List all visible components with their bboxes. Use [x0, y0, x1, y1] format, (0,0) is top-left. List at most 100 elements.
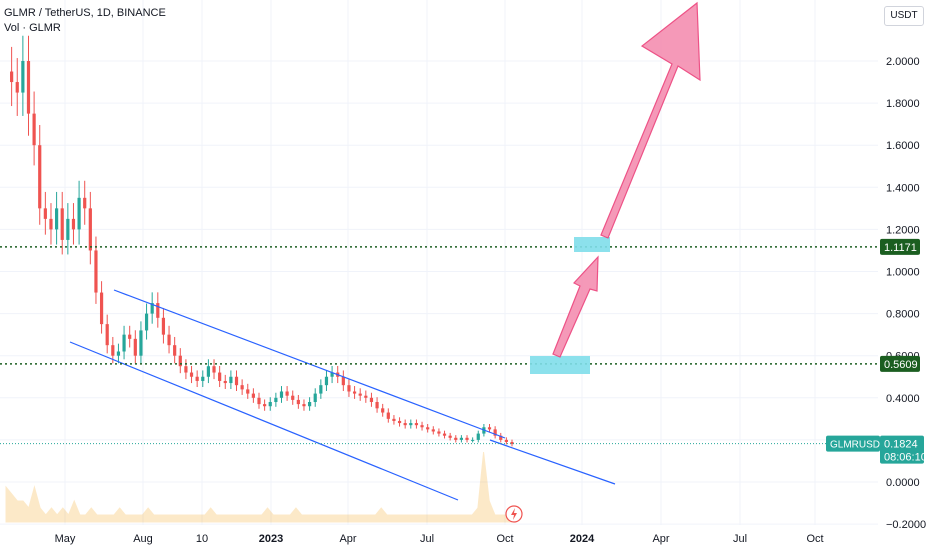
descending-channel[interactable] [69, 289, 616, 501]
level-badge [880, 355, 920, 372]
candle-body [161, 317, 166, 335]
candle-body [234, 376, 239, 386]
candle-body [487, 427, 492, 430]
candle-body [358, 393, 362, 396]
candle-body [420, 425, 424, 428]
volume-series [5, 451, 513, 523]
candle-body [60, 208, 64, 240]
symbol-title[interactable]: GLMR / TetherUS, 1D, BINANCE [4, 7, 166, 19]
time-tick-label: Apr [652, 533, 669, 545]
level-badge-label: 1.1171 [884, 242, 917, 254]
target-box-lower[interactable] [530, 356, 590, 374]
candle-body [268, 402, 272, 407]
candle-body [144, 313, 149, 331]
candle-body [465, 437, 469, 440]
candle-body [26, 61, 31, 114]
candle-body [347, 385, 351, 392]
candle-body [471, 439, 475, 441]
price-tick-label: 1.0000 [886, 267, 920, 279]
candle-body [184, 366, 188, 373]
channel-lower-line[interactable] [69, 341, 459, 501]
time-tick-label: 10 [196, 533, 208, 545]
channel-extension-line[interactable] [489, 439, 616, 485]
candle-body [229, 376, 233, 384]
candle-body [32, 113, 36, 146]
price-tick-label: −0.2000 [886, 519, 926, 531]
time-tick-label: Oct [496, 533, 513, 545]
projection-drawing[interactable] [530, 1, 701, 374]
candle-body [10, 71, 14, 83]
time-axis[interactable]: May Aug 10 2023 Apr Jul Oct 2024 Apr Jul Oct [55, 533, 824, 545]
candle-body [341, 376, 345, 386]
countdown-label: 08:06:10 [884, 452, 927, 464]
level-badge-label: 0.5609 [884, 359, 918, 371]
candle-body [369, 397, 374, 403]
chart-legend: GLMR / TetherUS, 1D, BINANCE Vol · GLMR [4, 6, 166, 36]
candle-body [454, 437, 458, 440]
time-tick-label: Jul [733, 533, 747, 545]
candle-body [414, 423, 419, 426]
candle-body [330, 372, 334, 377]
candle-body [302, 404, 306, 407]
time-tick-label: May [55, 533, 76, 545]
candle-body [263, 404, 267, 407]
candle-body [77, 197, 81, 230]
candle-body [88, 208, 92, 251]
candle-body [364, 395, 368, 398]
candle-body [83, 197, 87, 209]
volume-area [5, 451, 513, 523]
time-tick-label: Oct [806, 533, 823, 545]
target-box-upper[interactable] [574, 237, 610, 252]
candle-body [459, 437, 463, 440]
candle-body [426, 427, 430, 430]
price-tick-label: 1.6000 [886, 140, 920, 152]
candle-body [313, 393, 317, 403]
candle-body [246, 389, 250, 394]
candle-body [431, 429, 435, 432]
candle-body [437, 431, 441, 434]
candle-body [206, 366, 210, 377]
volume-legend: Vol · GLMR [4, 22, 61, 34]
candle-body [493, 429, 497, 436]
candle-body [49, 218, 53, 230]
candle-body [99, 292, 104, 325]
candle-body [133, 338, 137, 356]
candle-body [189, 372, 194, 377]
price-tick-label: 0.8000 [886, 309, 920, 321]
price-tick-label: 1.4000 [886, 182, 920, 194]
price-tick-label: 2.0000 [886, 56, 920, 68]
arrow-small[interactable] [552, 255, 599, 358]
candle-body [274, 397, 278, 403]
candle-body [66, 218, 70, 240]
currency-selector[interactable]: USDT [884, 6, 924, 26]
symbol-badge-label: GLMRUSDT [830, 440, 886, 451]
candle-body [386, 412, 390, 419]
arrow-large[interactable] [600, 1, 701, 239]
candle-body [409, 423, 413, 426]
candle-body [291, 395, 295, 400]
candle-body [55, 208, 59, 230]
candle-body [21, 61, 25, 93]
time-tick-label: Aug [133, 533, 153, 545]
candle-body [71, 218, 76, 230]
candle-body [178, 355, 182, 367]
time-tick-label: 2024 [570, 533, 595, 545]
candle-body [324, 376, 329, 386]
candle-body [128, 334, 132, 339]
candle-body [156, 303, 160, 318]
lightning-icon[interactable] [505, 505, 523, 523]
candle-body [381, 408, 385, 413]
candle-body [397, 420, 402, 424]
candle-body [94, 250, 98, 293]
channel-upper-line[interactable] [113, 289, 506, 439]
candle-body [15, 82, 19, 93]
candle-body [510, 442, 514, 445]
candle-body [218, 372, 222, 381]
candle-body [223, 380, 227, 384]
candle-body [116, 351, 121, 356]
candle-body [111, 345, 115, 356]
candle-body [173, 345, 177, 356]
candle-body [319, 385, 323, 394]
